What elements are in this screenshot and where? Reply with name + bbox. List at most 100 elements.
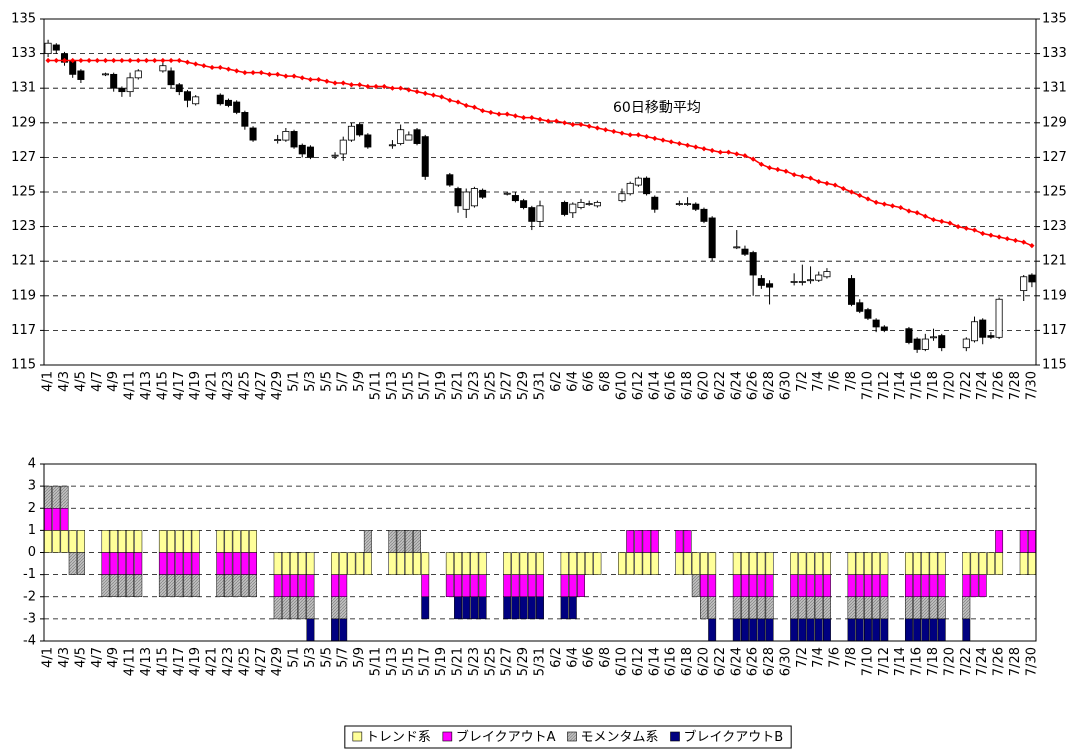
signal-bar [642, 530, 651, 553]
signal-bar [650, 552, 659, 575]
signal-bar [863, 596, 872, 620]
signal-bar [339, 574, 348, 597]
moving-average-marker [643, 134, 650, 140]
signal-bar [224, 574, 233, 597]
y-tick-label: 1 [28, 523, 36, 538]
moving-average-marker [78, 57, 84, 64]
signal-bar [929, 552, 938, 575]
x-tick-label: 4/15 [155, 647, 170, 676]
x-tick-label: 6/14 [647, 371, 662, 400]
x-tick-label: 5/17 [418, 371, 433, 400]
signal-bar [511, 596, 520, 620]
signal-bar [847, 596, 856, 620]
moving-average-marker [480, 108, 486, 114]
x-tick-label: 5/5 [319, 647, 334, 668]
candle-body [634, 177, 642, 186]
candle-body [848, 278, 856, 305]
moving-average-marker [299, 75, 305, 81]
signal-bar [167, 530, 176, 553]
moving-average-marker [848, 189, 855, 195]
candle-body [692, 203, 700, 210]
x-tick-label: 5/29 [516, 371, 531, 400]
candle-body [175, 84, 183, 93]
moving-average-marker [922, 213, 928, 219]
x-tick-label: 5/11 [369, 371, 384, 400]
moving-average-marker [348, 82, 355, 88]
candle-body [913, 338, 921, 350]
x-tick-label: 6/22 [713, 371, 728, 400]
plot-border [43, 463, 1037, 642]
signal-bar [298, 574, 307, 597]
moving-average-marker [439, 94, 445, 100]
moving-average-marker [701, 146, 707, 152]
signal-bar [216, 530, 225, 553]
x-tick-label: 6/8 [598, 647, 613, 668]
x-tick-label: 6/18 [680, 647, 695, 676]
signal-bar [732, 552, 741, 575]
candle-body [241, 112, 249, 127]
x-tick-label: 5/31 [533, 371, 548, 400]
signal-bar [134, 530, 143, 553]
y-tick-label: 133 [11, 46, 36, 61]
candle-body [872, 319, 880, 328]
moving-average-marker [471, 104, 478, 110]
candle-body [561, 201, 569, 215]
y-tick-label: 135 [1042, 12, 1067, 27]
signal-bar [462, 574, 471, 597]
signal-bar [913, 552, 922, 575]
x-tick-label: 4/19 [188, 371, 203, 400]
x-tick-label: 4/9 [106, 647, 121, 668]
moving-average-marker [512, 113, 519, 119]
y-tick-label: 135 [11, 12, 36, 27]
moving-average-marker [684, 142, 691, 148]
x-tick-label: 7/24 [975, 371, 990, 400]
moving-average-marker [889, 203, 896, 209]
signal-bar [511, 552, 520, 575]
signal-bar [134, 574, 143, 597]
x-tick-label: 6/10 [614, 371, 629, 400]
moving-average-marker [930, 217, 937, 223]
candle-body [192, 96, 200, 105]
signal-bar [183, 530, 192, 553]
signal-bar [281, 574, 290, 597]
signal-bar [1019, 552, 1028, 575]
signal-bar [363, 552, 372, 575]
signal-bar [158, 574, 167, 597]
signal-bar [749, 552, 758, 575]
signal-bar [478, 574, 487, 597]
x-tick-label: 7/28 [1008, 647, 1023, 676]
candle-body [520, 200, 528, 208]
signal-bar [568, 596, 577, 620]
moving-average-marker [406, 87, 412, 93]
signal-bar [240, 530, 249, 553]
signal-bar [904, 574, 913, 597]
signal-bar [642, 552, 651, 575]
candle-body [938, 335, 946, 349]
signal-bar [765, 574, 774, 597]
x-tick-label: 7/10 [860, 371, 875, 400]
series-annotation: 60日移動平均 [613, 100, 701, 116]
candle-body [134, 70, 142, 79]
signal-bar [396, 530, 405, 553]
moving-average-marker [725, 149, 732, 155]
y-tick-label: 131 [11, 81, 36, 96]
x-tick-label: 7/6 [828, 371, 843, 392]
signal-bar [880, 596, 889, 620]
signal-bar [388, 530, 397, 553]
signal-bar [790, 552, 799, 575]
moving-average-marker [94, 57, 100, 64]
moving-average-marker [832, 182, 838, 188]
signal-bar [60, 485, 69, 509]
candle-body [1020, 276, 1028, 292]
x-tick-label: 7/4 [811, 647, 826, 668]
signal-bar [216, 552, 225, 575]
signal-bar [691, 574, 700, 597]
x-tick-label: 4/23 [221, 647, 236, 676]
x-tick-label: 6/30 [778, 371, 793, 400]
y-tick-label: 4 [28, 457, 36, 472]
x-tick-label: 7/24 [975, 647, 990, 676]
moving-average-marker [504, 111, 510, 117]
moving-average-marker [766, 165, 773, 171]
moving-average-marker [635, 132, 641, 138]
y-tick-label: 2 [28, 501, 36, 516]
